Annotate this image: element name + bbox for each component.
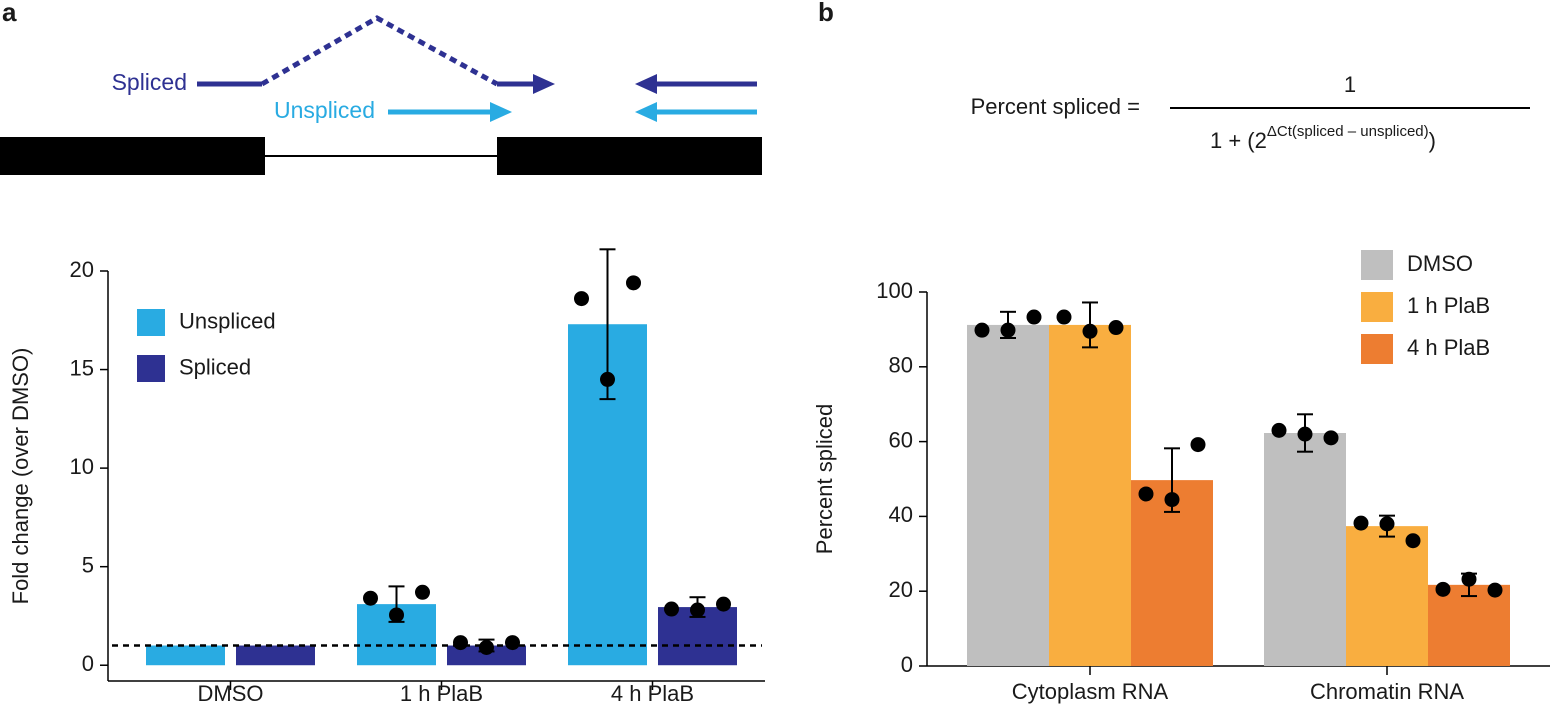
x-tick-label: 4 h PlaB: [611, 681, 694, 706]
exon: [0, 137, 265, 175]
data-point: [415, 584, 430, 600]
y-tick-label: 80: [889, 353, 913, 378]
formula-numerator: 1: [1344, 72, 1356, 97]
data-point: [389, 607, 404, 623]
data-point: [1461, 571, 1477, 587]
y-tick-label: 20: [70, 257, 94, 282]
y-tick-label: 40: [889, 502, 913, 527]
data-point: [453, 635, 468, 651]
exon: [497, 137, 762, 175]
data-point: [1082, 323, 1098, 339]
bar: [967, 324, 1049, 666]
bar: [1346, 526, 1428, 666]
legend-swatch: [137, 355, 165, 382]
data-point: [1026, 309, 1042, 325]
x-tick-label: 1 h PlaB: [400, 681, 483, 706]
x-tick-label: DMSO: [198, 681, 264, 706]
unspliced-label: Unspliced: [274, 97, 375, 123]
legend-swatch: [1361, 334, 1393, 364]
data-point: [479, 639, 494, 655]
x-tick-label: Chromatin RNA: [1310, 679, 1464, 704]
spliced-label: Spliced: [112, 69, 187, 95]
data-point: [626, 275, 641, 291]
data-point: [1000, 322, 1016, 338]
arrow-head: [533, 74, 555, 94]
y-tick-label: 0: [82, 651, 94, 676]
data-point: [1487, 582, 1503, 598]
data-point: [664, 601, 679, 617]
panel-label: b: [818, 0, 834, 27]
data-point: [574, 291, 589, 307]
data-point: [1405, 533, 1421, 549]
bar: [447, 645, 526, 666]
data-point: [1164, 492, 1180, 508]
data-point: [505, 635, 520, 651]
arrow-head: [635, 102, 657, 122]
formula-lhs: Percent spliced =: [971, 94, 1140, 119]
data-point: [1190, 437, 1206, 453]
arrow-head: [490, 102, 512, 122]
denominator-base: 1 + (2: [1210, 128, 1267, 153]
bar: [1049, 324, 1131, 666]
data-point: [1379, 516, 1395, 532]
legend-label: DMSO: [1407, 251, 1473, 276]
exponent: ΔCt(spliced – unspliced): [1267, 123, 1429, 140]
data-point: [690, 602, 705, 618]
data-point: [1435, 581, 1451, 597]
panel-label: a: [2, 0, 17, 27]
legend-swatch: [137, 309, 165, 336]
splice-junction: [260, 15, 499, 87]
y-tick-label: 100: [876, 278, 913, 303]
data-point: [1138, 486, 1154, 502]
data-point: [974, 322, 990, 338]
arrow-head: [635, 74, 657, 94]
bar: [236, 645, 315, 666]
legend-swatch: [1361, 250, 1393, 280]
data-point: [600, 371, 615, 387]
legend-swatch: [1361, 292, 1393, 322]
legend-label: Spliced: [179, 354, 251, 379]
y-tick-label: 5: [82, 552, 94, 577]
y-tick-label: 15: [70, 355, 94, 380]
data-point: [1297, 426, 1313, 442]
y-tick-label: 0: [901, 652, 913, 677]
data-point: [1271, 422, 1287, 438]
data-point: [1056, 309, 1072, 325]
y-tick-label: 60: [889, 427, 913, 452]
legend-label: 4 h PlaB: [1407, 335, 1490, 360]
bar: [1428, 584, 1510, 666]
data-point: [1323, 430, 1339, 446]
formula-denominator: 1 + (2ΔCt(spliced – unspliced)): [1210, 123, 1436, 153]
data-point: [1108, 320, 1124, 336]
data-point: [363, 590, 378, 606]
y-axis-title: Fold change (over DMSO): [8, 348, 33, 605]
y-axis-title: Percent spliced: [812, 404, 837, 554]
legend-label: Unspliced: [179, 308, 276, 333]
x-tick-label: Cytoplasm RNA: [1012, 679, 1169, 704]
data-point: [716, 596, 731, 612]
y-tick-label: 10: [70, 454, 94, 479]
data-point: [1353, 515, 1369, 531]
bar: [1264, 432, 1346, 666]
y-tick-label: 20: [889, 577, 913, 602]
close-paren: ): [1429, 128, 1436, 153]
bar: [146, 645, 225, 666]
legend-label: 1 h PlaB: [1407, 293, 1490, 318]
